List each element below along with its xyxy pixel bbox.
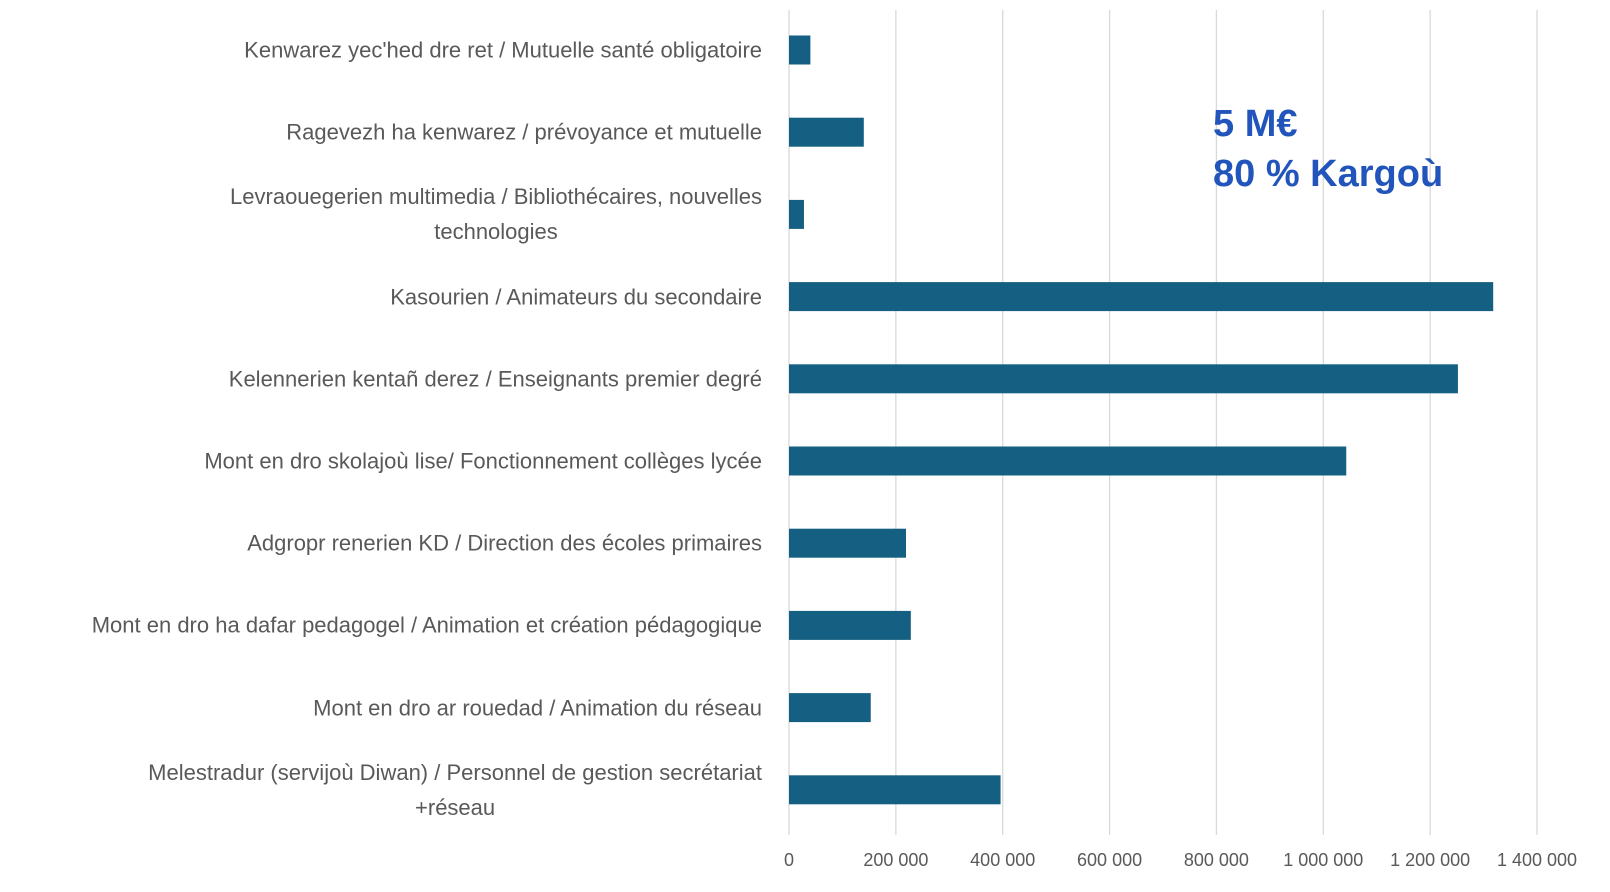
annotation: 80 % Kargoù <box>1213 153 1443 195</box>
annotation: 5 M€ <box>1213 103 1297 145</box>
y-tick-label: Mont en dro skolajoù lise/ Fonctionnemen… <box>204 448 762 474</box>
category-label-box: Kenwarez yec'hed dre ret / Mutuelle sant… <box>0 33 762 68</box>
category-label-box: Kasourien / Animateurs du secondaire <box>0 279 762 314</box>
x-tick-label: 0 <box>784 850 794 870</box>
y-tick-label: Melestradur (servijoù Diwan) / Personnel… <box>148 759 762 820</box>
y-tick-label: Levraouegerien multimedia / Bibliothécai… <box>230 184 762 245</box>
y-tick-label: Kelennerien kentañ derez / Enseignants p… <box>228 366 762 392</box>
bar <box>789 693 871 723</box>
category-label-box: Mont en dro ha dafar pedagogel / Animati… <box>0 608 762 643</box>
bar <box>789 610 911 640</box>
bar <box>789 775 1001 805</box>
x-tick-label: 1 400 000 <box>1497 850 1577 870</box>
x-tick-label: 1 200 000 <box>1390 850 1470 870</box>
y-tick-label: Kenwarez yec'hed dre ret / Mutuelle sant… <box>244 37 762 63</box>
y-tick-label: Mont en dro ha dafar pedagogel / Animati… <box>91 612 762 638</box>
y-tick-label: Adgropr renerien KD / Direction des écol… <box>247 530 762 556</box>
bar <box>789 199 804 229</box>
bar <box>789 528 907 558</box>
category-label-box: Ragevezh ha kenwarez / prévoyance et mut… <box>0 115 762 150</box>
category-label-box: Mont en dro ar rouedad / Animation du ré… <box>0 690 762 725</box>
category-label-box: Melestradur (servijoù Diwan) / Personnel… <box>0 755 762 825</box>
category-label-box: Adgropr renerien KD / Direction des écol… <box>0 526 762 561</box>
x-tick-label: 800 000 <box>1184 850 1249 870</box>
x-tick-label: 400 000 <box>970 850 1035 870</box>
x-tick-label: 1 000 000 <box>1283 850 1363 870</box>
bar <box>789 364 1458 394</box>
x-tick-label: 600 000 <box>1077 850 1142 870</box>
y-tick-label: Kasourien / Animateurs du secondaire <box>390 284 762 310</box>
category-label-box: Kelennerien kentañ derez / Enseignants p… <box>0 361 762 396</box>
category-label-box: Mont en dro skolajoù lise/ Fonctionnemen… <box>0 444 762 479</box>
category-label-box: Levraouegerien multimedia / Bibliothécai… <box>0 179 762 249</box>
bar <box>789 282 1494 312</box>
bar <box>789 35 811 65</box>
y-tick-label: Ragevezh ha kenwarez / prévoyance et mut… <box>286 119 762 145</box>
x-tick-label: 200 000 <box>863 850 928 870</box>
bar <box>789 446 1347 476</box>
y-tick-label: Mont en dro ar rouedad / Animation du ré… <box>313 695 762 721</box>
bar <box>789 117 864 147</box>
